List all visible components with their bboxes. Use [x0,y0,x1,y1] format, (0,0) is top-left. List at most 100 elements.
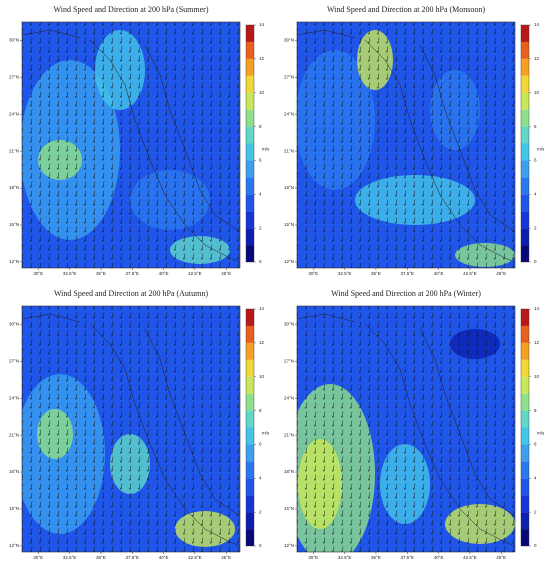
colorbar-frame [245,24,255,263]
x-tick-label: 42.5°E [463,271,477,276]
y-tick-label: 18°N [9,185,19,190]
y-tick-label: 30°N [284,322,294,327]
y-tick-label: 15°N [284,506,294,511]
colorbar-band [246,75,254,93]
colorbar-unit: m/s [537,431,545,436]
colorbar-tick-label: 4 [259,191,262,196]
colorbar-band [521,177,529,195]
x-tick-label: 30°E [308,555,318,560]
colorbar-tick-label: 4 [534,475,537,480]
colorbar-band [521,41,529,59]
x-tick-label: 35°E [96,555,106,560]
colorbar-tick-label: 8 [534,408,537,413]
colorbar-band [246,245,254,262]
colorbar-tick-label: 0 [534,259,537,264]
map-area [297,22,515,268]
colorbar-band [246,228,254,246]
colorbar-tick-label: 12 [534,340,540,345]
colorbar-band [246,160,254,178]
y-tick-label: 24°N [9,395,19,400]
colorbar-band [246,143,254,161]
y-tick-label: 12°N [284,543,294,548]
colorbar-unit: m/s [262,147,270,152]
colorbar-band [521,126,529,144]
x-tick-label: 35°E [371,555,381,560]
colorbar-band [521,25,529,42]
colorbar-tick-label: 6 [259,158,262,163]
x-tick-label: 35°E [96,271,106,276]
colorbar-tick-label: 12 [259,56,265,61]
coastline [22,313,240,547]
colorbar-band [521,376,529,394]
colorbar-band [521,495,529,513]
x-tick-label: 37.5°E [400,271,414,276]
y-tick-label: 27°N [9,359,19,364]
y-tick-label: 15°N [9,222,19,227]
colorbar-band [521,512,529,530]
colorbar-tick-label: 10 [259,374,265,379]
colorbar-band [246,461,254,479]
panel-title: Wind Speed and Direction at 200 hPa (Sum… [54,5,209,14]
colorbar-band [521,194,529,212]
map-frame [21,305,241,553]
x-tick-label: 30°E [33,271,43,276]
y-tick-label: 27°N [9,75,19,80]
colorbar-band [246,529,254,546]
colorbar-tick-label: 12 [259,340,265,345]
y-tick-label: 30°N [284,38,294,43]
colorbar-band [246,342,254,360]
x-tick-label: 32.5°E [338,555,352,560]
colorbar-band [246,478,254,496]
colorbar-band [246,126,254,144]
colorbar-band [246,359,254,377]
colorbar-tick-label: 6 [534,158,537,163]
colorbar-band [521,92,529,110]
colorbar-band [521,228,529,246]
x-tick-label: 42.5°E [188,555,202,560]
colorbar-band [521,444,529,462]
x-tick-label: 45°E [496,555,506,560]
y-tick-label: 12°N [9,259,19,264]
colorbar-band [246,58,254,76]
x-tick-label: 45°E [221,555,231,560]
colorbar-band [246,194,254,212]
colorbar-band [246,325,254,343]
colorbar-band [521,427,529,445]
y-tick-label: 15°N [9,506,19,511]
colorbar-band [521,325,529,343]
panel-title: Wind Speed and Direction at 200 hPa (Aut… [54,289,208,298]
map-frame [296,21,516,269]
map-area [297,306,515,552]
wind-vectors [297,22,515,268]
map-panel: Wind Speed and Direction at 200 hPa (Aut… [9,289,270,560]
y-tick-label: 12°N [284,259,294,264]
colorbar-tick-label: 14 [259,22,265,27]
colorbar-band [521,160,529,178]
colorbar-band [521,529,529,546]
colorbar-band [521,410,529,428]
colorbar-band [521,143,529,161]
x-tick-label: 42.5°E [188,271,202,276]
y-tick-label: 27°N [284,75,294,80]
colorbar-tick-label: 10 [534,374,540,379]
colorbar-tick-label: 10 [259,90,265,95]
y-tick-label: 18°N [284,185,294,190]
colorbar-band [521,58,529,76]
panel-title: Wind Speed and Direction at 200 hPa (Mon… [327,5,485,14]
colorbar-band [521,309,529,326]
x-tick-label: 42.5°E [463,555,477,560]
coastline [297,29,515,263]
wind-vectors [22,306,240,552]
colorbar-band [521,478,529,496]
colorbar-unit: m/s [537,147,545,152]
y-tick-label: 21°N [284,148,294,153]
colorbar-tick-label: 10 [534,90,540,95]
colorbar-unit: m/s [262,431,270,436]
colorbar-tick-label: 0 [259,259,262,264]
y-tick-label: 18°N [284,469,294,474]
colorbar-band [521,342,529,360]
colorbar-band [521,75,529,93]
colorbar-band [246,512,254,530]
colorbar-tick-label: 14 [534,22,540,27]
